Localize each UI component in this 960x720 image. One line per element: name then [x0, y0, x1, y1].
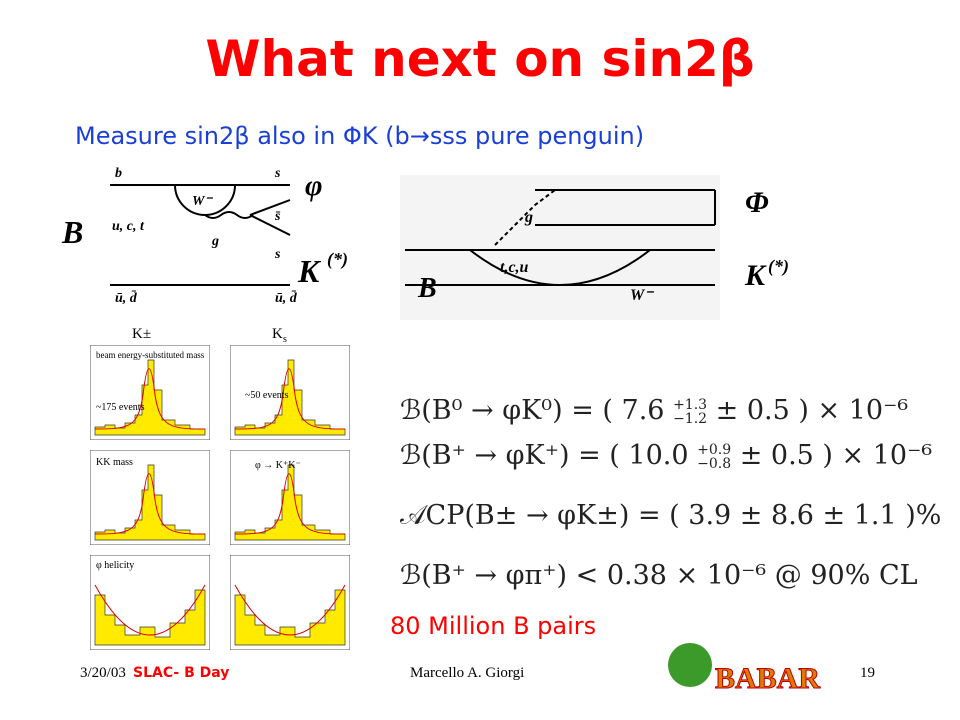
annotation: beam energy-substituted mass — [96, 350, 205, 360]
label: B — [417, 273, 437, 304]
label: (*) — [327, 249, 348, 270]
result-text: ℬ(B⁺ → φK⁺) = ( 10.0 — [400, 440, 698, 471]
label: K — [297, 253, 322, 289]
uncertainty: +0.9 −0.8 — [697, 443, 731, 471]
sub: −1.2 — [673, 410, 708, 427]
column-label: K — [272, 326, 283, 342]
feynman-right-labels: g Φ K (*) B t,c,u W⁻ — [417, 186, 789, 304]
label: u, c, t — [112, 219, 145, 234]
result: ℬ(B⁰ → φK⁰) = ( 7.6 +1.3 −1.2 ± 0.5 ) × 1… — [400, 395, 908, 426]
annotation: ~175 events — [96, 402, 145, 413]
label: φ — [305, 169, 323, 202]
sup: +0.9 — [697, 441, 732, 458]
label: W⁻ — [630, 287, 654, 304]
result-text: ± 0.5 ) × 10⁻⁶ — [731, 440, 933, 471]
annotation: φ → K⁺K⁻ — [255, 460, 301, 471]
annotation: KK mass — [96, 457, 133, 468]
label: b — [115, 166, 122, 181]
feynman-left-labels: b s φ B u, c, t W⁻ g s̄ s K (*) ū, d̄ ū,… — [61, 166, 348, 306]
plots: K± K s beam energy-substituted mass ~175… — [90, 326, 350, 650]
sup: +1.3 — [673, 396, 708, 413]
label: W⁻ — [192, 194, 213, 209]
result: 𝒜CP(B± → φK±) = ( 3.9 ± 8.6 ± 1.1 )% — [400, 500, 942, 531]
footer-date: 3/20/03 — [80, 665, 126, 681]
label: g — [211, 234, 219, 249]
label: Φ — [745, 186, 769, 219]
label: s — [274, 166, 281, 181]
label: K — [744, 259, 767, 292]
column-label: K± — [132, 326, 151, 342]
feynman-right — [400, 175, 720, 320]
logo: BABAR — [668, 643, 821, 696]
logo-text: BABAR — [715, 662, 820, 695]
note: 80 Million B pairs — [390, 612, 597, 640]
uncertainty: +1.3 −1.2 — [673, 398, 707, 426]
result: ℬ(B⁺ → φπ⁺) < 0.38 × 10⁻⁶ @ 90% CL — [400, 560, 918, 591]
annotation: φ helicity — [96, 560, 134, 571]
footer-author: Marcello A. Giorgi — [410, 665, 525, 681]
title: What next on sin2β — [205, 30, 755, 88]
label: (*) — [768, 256, 789, 277]
label: t,c,u — [500, 259, 529, 276]
result-text: ± 0.5 ) × 10⁻⁶ — [707, 395, 909, 426]
label: ū, d̄ — [115, 290, 138, 306]
sub: −0.8 — [697, 455, 732, 472]
result-text: ℬ(B⁰ → φK⁰) = ( 7.6 — [400, 395, 674, 426]
footer-event: SLAC- B Day — [133, 665, 230, 681]
label: s — [274, 247, 281, 262]
feynman-left — [110, 184, 291, 286]
label: s̄ — [274, 209, 281, 224]
subtitle: Measure sin2β also in ΦK (b→sss pure pen… — [75, 122, 645, 150]
result: ℬ(B⁺ → φK⁺) = ( 10.0 +0.9 −0.8 ± 0.5 ) × … — [400, 440, 932, 471]
label: g — [524, 209, 533, 226]
column-label-sub: s — [283, 334, 287, 345]
footer-page: 19 — [860, 665, 875, 681]
plot-panel — [230, 555, 350, 650]
label: B — [61, 214, 83, 250]
label: ū, d̄ — [275, 290, 298, 306]
annotation: ~50 events — [245, 390, 289, 401]
